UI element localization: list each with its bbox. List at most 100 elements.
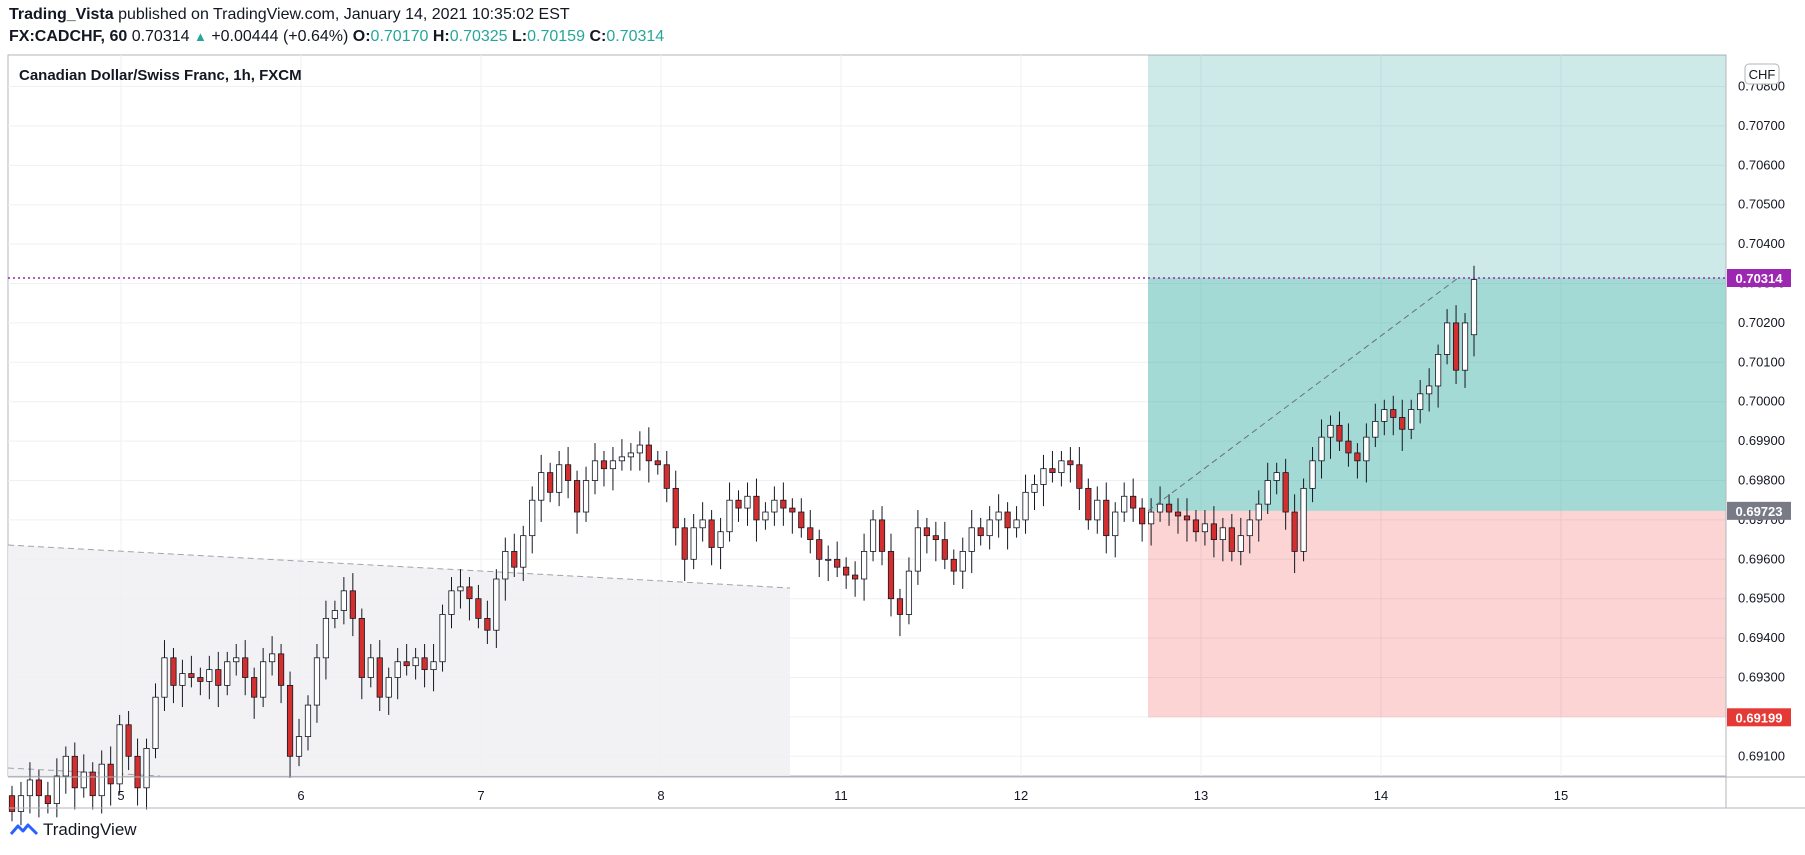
- price-change: +0.00444 (+0.64%): [211, 28, 349, 45]
- candle-down: [1390, 409, 1397, 418]
- candle-up: [116, 724, 123, 785]
- candle-down: [403, 661, 410, 667]
- candle-up: [1408, 409, 1415, 430]
- candle-down: [1192, 519, 1200, 533]
- candle-up: [1318, 436, 1325, 462]
- candle-down: [807, 527, 814, 541]
- candle-up: [394, 661, 401, 678]
- candle-up: [304, 704, 312, 738]
- candle-down: [600, 460, 608, 470]
- candle-down: [349, 590, 356, 619]
- candle-down: [35, 779, 42, 797]
- candle-up: [690, 527, 697, 560]
- close-value: 0.70314: [606, 28, 665, 45]
- x-tick-label: 6: [297, 788, 304, 803]
- candle-up: [1094, 499, 1101, 521]
- candle-up: [726, 499, 733, 533]
- candle-down: [170, 657, 177, 686]
- candle-down: [735, 499, 742, 509]
- candle-up: [905, 570, 913, 615]
- low-label: L:: [512, 28, 528, 45]
- candle-down: [1345, 440, 1352, 454]
- candle-up: [1426, 385, 1433, 395]
- candle-up: [179, 673, 186, 686]
- candle-down: [950, 558, 957, 572]
- candle-down: [1228, 527, 1235, 552]
- candle-up: [313, 657, 321, 706]
- candle-up: [439, 614, 446, 663]
- candle-down: [188, 673, 195, 678]
- candle-down: [134, 755, 141, 789]
- candle-up: [1201, 523, 1209, 533]
- candle-up: [744, 495, 751, 509]
- candle-up: [1156, 503, 1164, 513]
- candle-up: [269, 653, 276, 663]
- y-tick-label: 0.69100: [1738, 748, 1785, 763]
- candle-down: [547, 472, 554, 493]
- last-price: 0.70314: [131, 28, 190, 45]
- candle-down: [681, 527, 688, 560]
- publish-info: Trading_Vista published on TradingView.c…: [9, 6, 570, 24]
- candle-up: [17, 795, 25, 812]
- y-tick-label: 0.69600: [1738, 551, 1785, 566]
- candle-up: [502, 551, 509, 580]
- published-text: published on TradingView.com, January 14…: [118, 6, 570, 23]
- candle-up: [1461, 322, 1469, 371]
- candle-up: [627, 452, 634, 458]
- x-tick-label: 15: [1554, 788, 1568, 803]
- candle-down: [197, 677, 204, 682]
- candle-up: [1013, 519, 1020, 529]
- candle-up: [618, 456, 626, 462]
- candle-up: [26, 779, 34, 797]
- candle-down: [672, 487, 679, 529]
- candle-down: [89, 771, 96, 797]
- candle-up: [771, 499, 778, 513]
- y-tick-label: 0.70600: [1738, 157, 1785, 172]
- candle-up: [206, 669, 213, 682]
- symbol-label: FX:CADCHF, 60: [9, 28, 128, 45]
- candle-up: [152, 696, 159, 749]
- y-tick-label: 0.69300: [1738, 670, 1785, 685]
- candle-down: [466, 586, 473, 600]
- candle-down: [8, 795, 16, 812]
- candle-down: [1049, 468, 1056, 474]
- tradingview-brand[interactable]: TradingView: [9, 820, 137, 840]
- candle-up: [1255, 503, 1262, 521]
- candle-up: [224, 661, 231, 686]
- trendline-upper: [7, 544, 791, 589]
- candle-up: [995, 511, 1002, 521]
- y-tick-label: 0.70700: [1738, 118, 1785, 133]
- candle-down: [923, 527, 930, 537]
- y-tick-label: 0.70000: [1738, 394, 1785, 409]
- candle-up: [1112, 511, 1119, 537]
- candle-down: [1004, 511, 1011, 529]
- candle-up: [636, 444, 643, 454]
- candle-down: [1139, 507, 1146, 525]
- candle-down: [125, 724, 132, 757]
- candle-down: [1183, 515, 1191, 521]
- candle-down: [511, 551, 518, 568]
- candle-up: [529, 499, 536, 537]
- candle-up: [1273, 472, 1280, 481]
- candle-down: [251, 677, 258, 698]
- candle-down: [44, 795, 51, 804]
- last-price-label: 0.70314: [1736, 271, 1784, 286]
- x-tick-label: 13: [1194, 788, 1208, 803]
- up-triangle-icon: ▲: [193, 29, 207, 44]
- y-tick-label: 0.69800: [1738, 473, 1785, 488]
- candle-down: [286, 684, 294, 757]
- candle-up: [367, 657, 374, 678]
- candle-down: [1103, 499, 1110, 537]
- candle-up: [1040, 468, 1047, 485]
- candle-down: [789, 507, 796, 513]
- candle-up: [412, 657, 419, 667]
- candle-down: [977, 527, 984, 537]
- candle-up: [1417, 393, 1424, 410]
- stop-loss-zone: [1148, 510, 1726, 718]
- candle-down: [1165, 503, 1173, 513]
- candle-up: [62, 755, 69, 777]
- candle-up: [340, 590, 347, 611]
- candle-up: [385, 677, 392, 698]
- candle-up: [331, 610, 338, 619]
